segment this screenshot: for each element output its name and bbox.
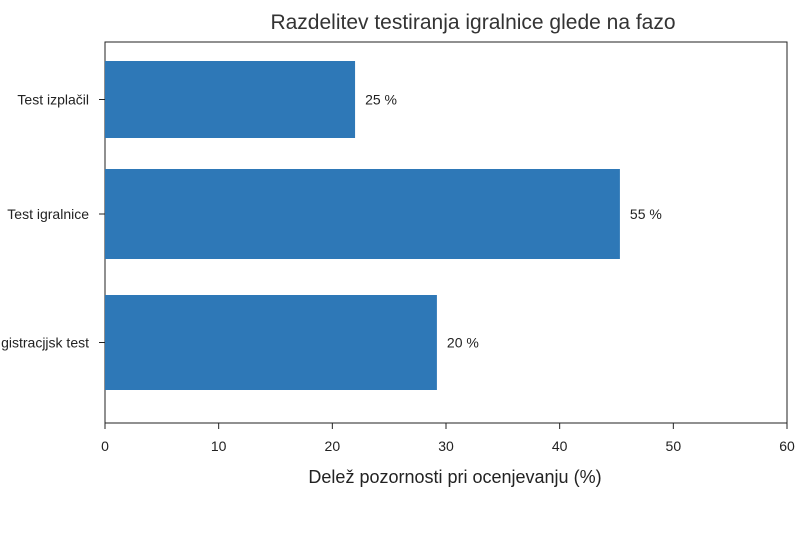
category-label-3: gistracjjsk test [1, 335, 89, 351]
x-tick-label-50: 50 [666, 438, 682, 454]
data-labels-group: 25 % 55 % 20 % [365, 92, 662, 351]
x-tick-label-40: 40 [552, 438, 568, 454]
x-tick-label-0: 0 [101, 438, 109, 454]
data-label-1: 25 % [365, 92, 397, 108]
bar-2 [105, 169, 620, 259]
x-tick-label-20: 20 [325, 438, 341, 454]
x-axis-label: Delež pozornosti pri ocenjevanju (%) [308, 467, 601, 487]
chart-title: Razdelitev testiranja igralnice glede na… [270, 11, 675, 34]
bar-1 [105, 61, 356, 138]
bars-group [105, 61, 620, 390]
bar-3 [105, 295, 437, 390]
x-tick-label-60: 60 [779, 438, 795, 454]
category-labels-group: Test izplačil Test igralnice gistracjjsk t… [1, 92, 105, 351]
x-tick-label-10: 10 [211, 438, 227, 454]
category-label-1: Test izplačil [17, 92, 89, 108]
x-tick-label-30: 30 [438, 438, 454, 454]
x-axis-ticks: 0 10 20 30 40 50 60 [101, 423, 795, 454]
category-label-2: Test igralnice [7, 206, 89, 222]
data-label-2: 55 % [630, 206, 662, 222]
data-label-3: 20 % [447, 335, 479, 351]
